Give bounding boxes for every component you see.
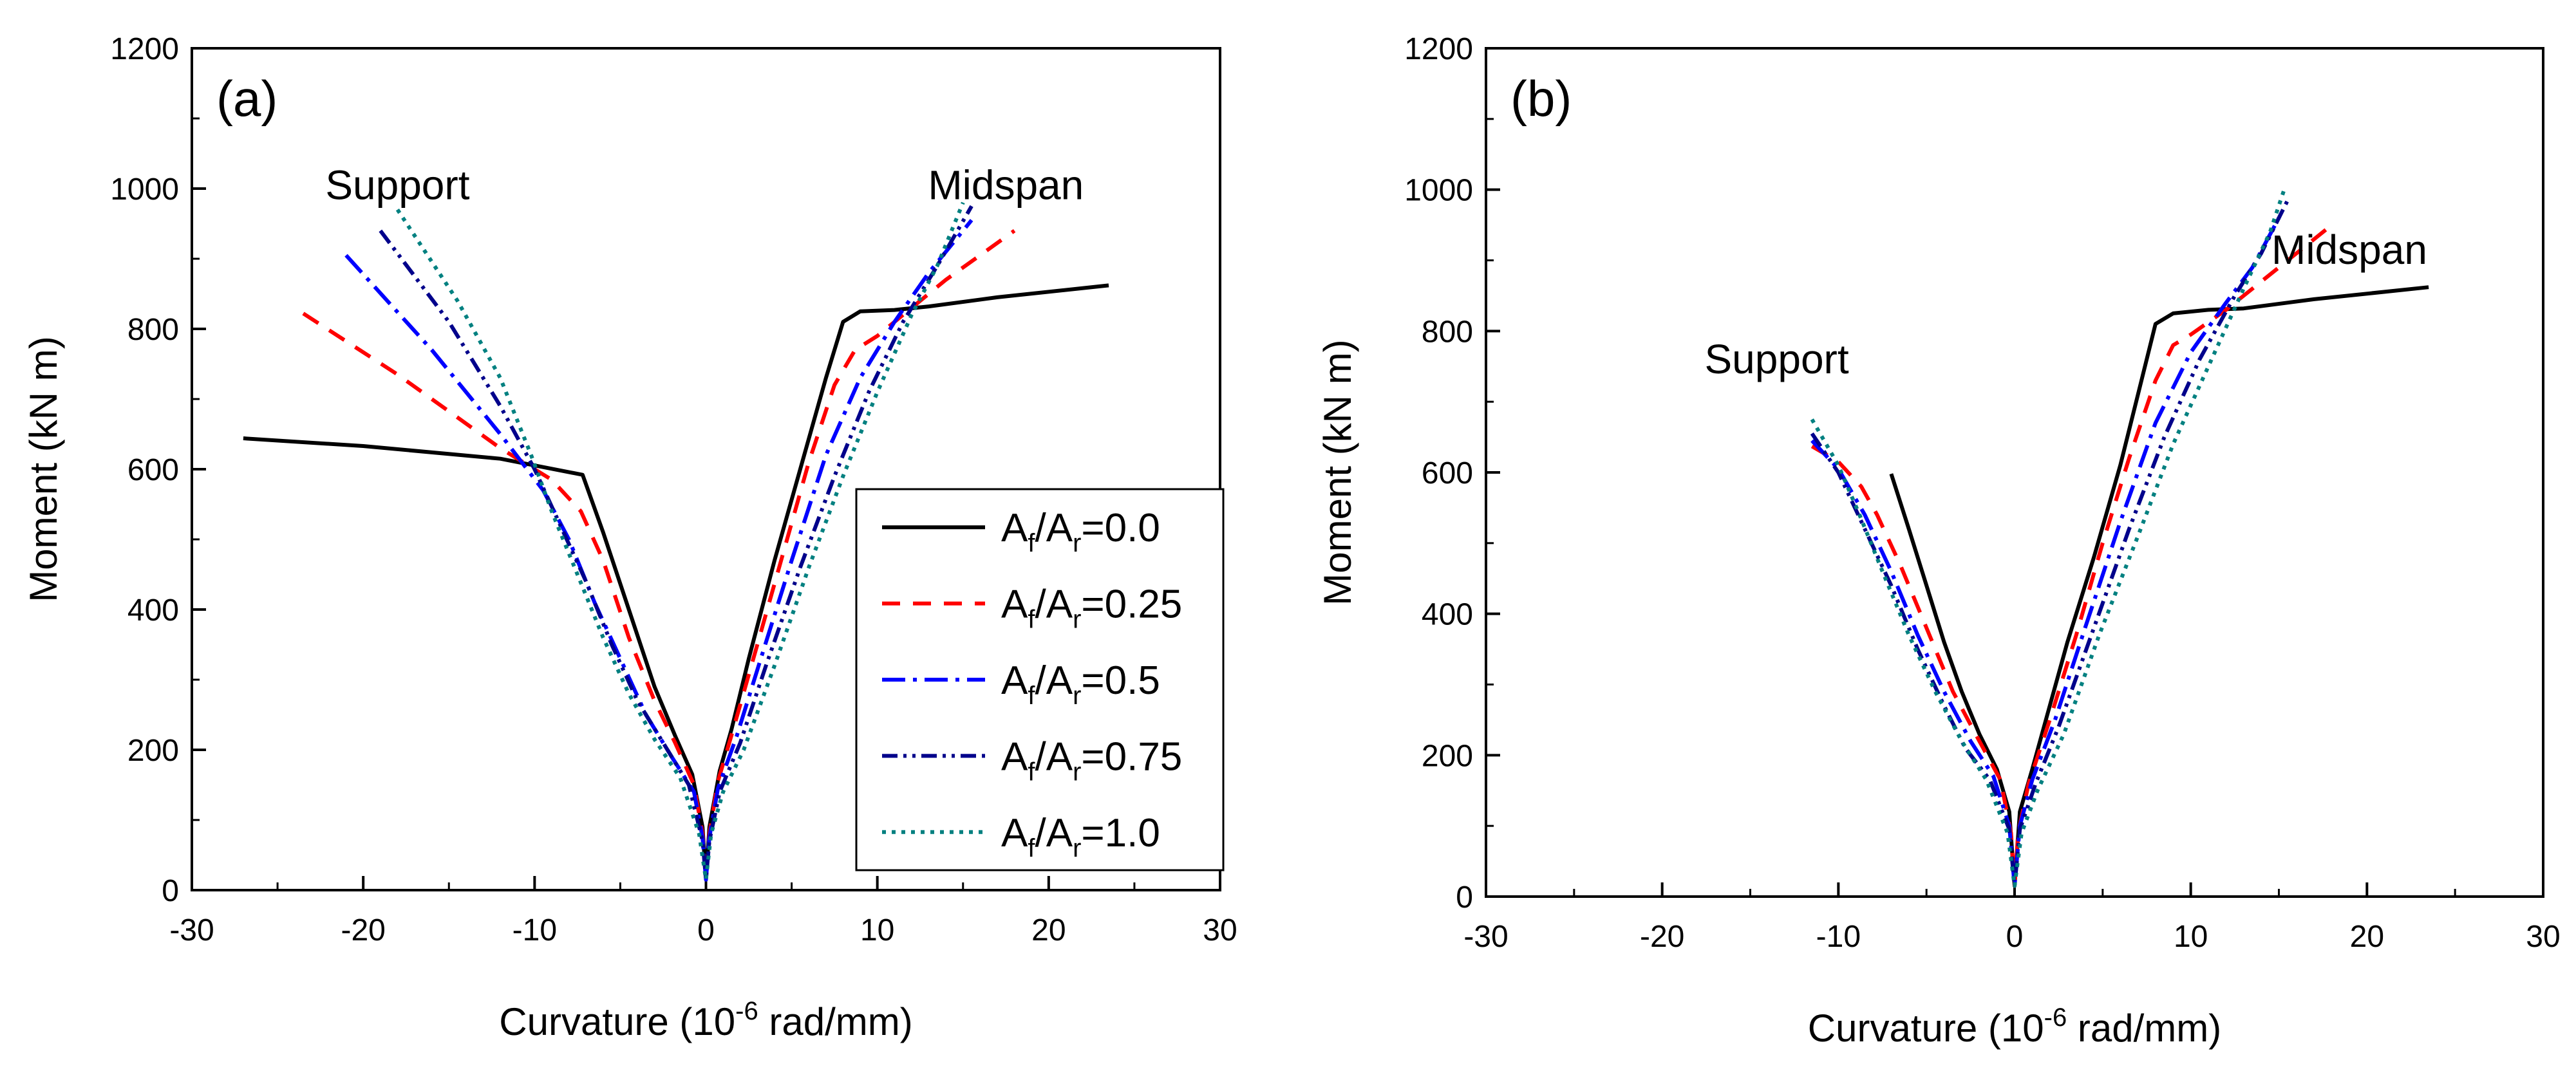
series-line-4 <box>395 201 965 882</box>
y-tick-label: 1200 <box>110 32 179 66</box>
annotation-midspan: Midspan <box>928 162 1084 208</box>
y-tick-label: 1000 <box>110 172 179 207</box>
chart-panel-b: -30 -20 -10 0 10 20 30 0 200 400 600 800 1000 1200 Cur… <box>1316 32 2561 1050</box>
y-tick-label: 0 <box>1456 880 1473 915</box>
y-tick-label: 400 <box>127 593 179 628</box>
x-tick-label: 10 <box>860 913 894 947</box>
x-tick-label: -10 <box>512 913 557 947</box>
x-tick-label: 10 <box>2174 920 2208 954</box>
y-tick-label: 800 <box>127 313 179 347</box>
series-line-4 <box>1810 189 2286 888</box>
y-tick-label: 600 <box>127 453 179 487</box>
legend-label: Af/Ar=0.5 <box>1001 658 1160 710</box>
y-tick-label: 0 <box>162 874 179 908</box>
x-tick-label: -30 <box>1463 920 1508 954</box>
x-tick-label: 0 <box>2006 920 2024 954</box>
y-axis-title: Moment (kN m) <box>22 336 65 602</box>
x-tick-label: 30 <box>1203 913 1237 947</box>
x-axis-title: Curvature (10-6 rad/mm) <box>1808 1003 2221 1050</box>
chart-panel-a: -30 -20 -10 0 10 20 30 0 200 400 600 800 1000 1200 Cur… <box>22 32 1237 1043</box>
legend-label: Af/Ar=0.0 <box>1001 506 1160 557</box>
x-axis-title: Curvature (10-6 rad/mm) <box>499 997 912 1043</box>
annotation-midspan: Midspan <box>2271 227 2427 273</box>
panel-label: (b) <box>1510 70 1572 127</box>
y-tick-label: 800 <box>1422 315 1473 349</box>
legend-label: Af/Ar=0.25 <box>1001 582 1182 634</box>
series-line-3 <box>379 205 973 882</box>
y-tick-label: 400 <box>1422 598 1473 632</box>
plot-frame <box>1485 47 2544 898</box>
x-tick-label: -10 <box>1816 920 1861 954</box>
y-tick-label: 1200 <box>1404 32 1473 66</box>
legend-box <box>855 488 1225 871</box>
legend-label: Af/Ar=0.75 <box>1001 734 1182 786</box>
x-tick-label: 0 <box>697 913 715 947</box>
series-line-2 <box>1810 217 2281 888</box>
panel-label: (a) <box>216 70 277 127</box>
y-tick-label: 1000 <box>1404 174 1473 208</box>
x-tick-label: -20 <box>341 913 385 947</box>
series-line-0 <box>1889 285 2429 888</box>
x-tick-label: 20 <box>1031 913 1066 947</box>
x-tick-label: 20 <box>2350 920 2384 954</box>
annotation-support: Support <box>1704 336 1848 382</box>
x-tick-label: -30 <box>169 913 214 947</box>
y-axis-title: Moment (kN m) <box>1316 339 1359 605</box>
y-tick-label: 200 <box>1422 739 1473 773</box>
y-tick-label: 600 <box>1422 456 1473 490</box>
x-tick-label: -20 <box>1640 920 1684 954</box>
x-tick-label: 30 <box>2526 920 2560 954</box>
legend: Af/Ar=0.0 Af/Ar=0.25 Af/Ar=0.5 Af/Ar=0.75 Af… <box>855 488 1225 871</box>
series-line-3 <box>1810 199 2289 888</box>
legend-label: Af/Ar=1.0 <box>1001 811 1160 862</box>
y-tick-label: 200 <box>127 734 179 768</box>
series-line-1 <box>1810 223 2333 888</box>
annotation-support: Support <box>325 162 469 208</box>
